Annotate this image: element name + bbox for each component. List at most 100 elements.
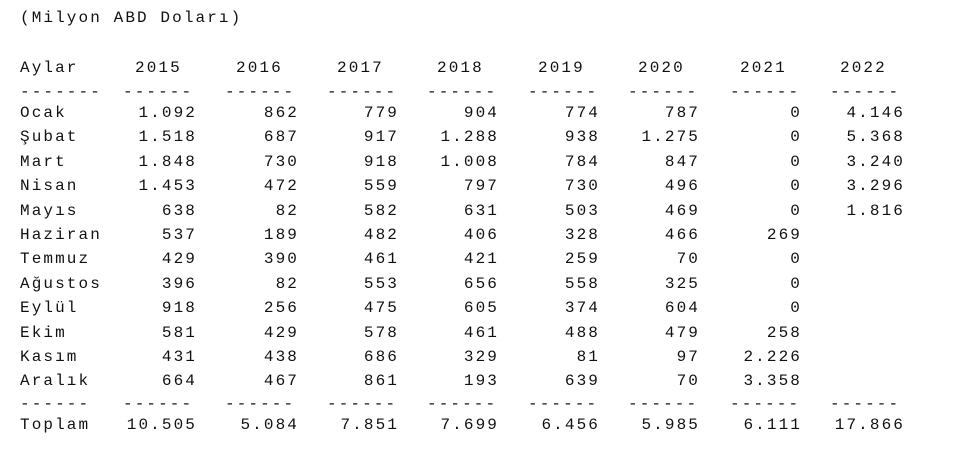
month-label: Mart (20, 152, 67, 171)
cell: 847 (664, 152, 700, 171)
cell: 5.368 (846, 128, 905, 147)
cell: 82 (275, 201, 299, 220)
separator: ------ (20, 395, 91, 413)
cell: 325 (664, 274, 700, 293)
cell: 475 (363, 299, 399, 318)
cell: 421 (463, 250, 499, 269)
month-label: Haziran (20, 226, 102, 244)
cell: 503 (564, 201, 600, 220)
cell: 1.092 (138, 104, 197, 122)
cell: 558 (564, 274, 600, 293)
cell: 81 (576, 348, 600, 366)
cell: 0 (790, 201, 802, 220)
cell: 797 (463, 177, 499, 196)
cell: 774 (564, 104, 600, 122)
cell: 0 (790, 104, 802, 122)
caption: (Milyon ABD Doları) (20, 9, 243, 27)
cell: 918 (363, 152, 399, 171)
month-label: Ağustos (20, 274, 102, 293)
cell: 269 (766, 226, 802, 244)
total-cell: 7.851 (340, 416, 399, 434)
column-header: 2016 (236, 59, 283, 77)
cell: 0 (790, 152, 802, 171)
cell: 938 (564, 128, 600, 147)
cell: 438 (263, 348, 299, 366)
separator: ------ (628, 395, 699, 413)
cell: 461 (463, 323, 499, 342)
total-cell: 5.985 (641, 416, 700, 434)
month-label: Şubat (20, 128, 79, 147)
cell: 1.848 (138, 152, 197, 171)
cell: 469 (664, 201, 700, 220)
column-header: Aylar (20, 59, 79, 77)
cell: 639 (564, 372, 600, 391)
cell: 70 (676, 250, 700, 269)
separator: ------ (225, 395, 296, 413)
cell: 0 (790, 299, 802, 318)
cell: 390 (263, 250, 299, 269)
cell: 1.275 (641, 128, 700, 147)
separator: ------ (730, 395, 801, 413)
cell: 472 (263, 177, 299, 196)
cell: 1.518 (138, 128, 197, 147)
month-label: Temmuz (20, 250, 91, 269)
cell: 664 (161, 372, 197, 391)
cell: 582 (363, 201, 399, 220)
cell: 256 (263, 299, 299, 318)
cell: 604 (664, 299, 700, 318)
total-cell: 7.699 (440, 416, 499, 434)
column-header: 2017 (337, 59, 384, 77)
cell: 917 (363, 128, 399, 147)
cell: 687 (263, 128, 299, 147)
cell: 730 (564, 177, 600, 196)
cell: 482 (363, 226, 399, 244)
column-header: 2018 (437, 59, 484, 77)
cell: 3.240 (846, 152, 905, 171)
cell: 1.008 (440, 152, 499, 171)
cell: 329 (463, 348, 499, 366)
column-header: 2015 (135, 59, 182, 77)
column-header: 2019 (538, 59, 585, 77)
cell: 189 (263, 226, 299, 244)
cell: 553 (363, 274, 399, 293)
cell: 581 (161, 323, 197, 342)
cell: 1.816 (846, 201, 905, 220)
cell: 496 (664, 177, 700, 196)
cell: 467 (263, 372, 299, 391)
total-cell: 10.505 (126, 416, 197, 434)
month-label: Mayıs (20, 201, 79, 220)
cell: 0 (790, 250, 802, 269)
total-cell: 6.456 (541, 416, 600, 434)
separator: ------- (20, 83, 102, 101)
cell: 862 (263, 104, 299, 122)
cell: 406 (463, 226, 499, 244)
column-header: 2020 (638, 59, 685, 77)
cell: 328 (564, 226, 600, 244)
cell: 784 (564, 152, 600, 171)
cell: 488 (564, 323, 600, 342)
separator: ------ (830, 83, 901, 101)
separator: ------ (225, 83, 296, 101)
cell: 258 (766, 323, 802, 342)
cell: 918 (161, 299, 197, 318)
cell: 259 (564, 250, 600, 269)
separator: ------ (327, 395, 398, 413)
cell: 97 (676, 348, 700, 366)
cell: 3.296 (846, 177, 905, 196)
cell: 861 (363, 372, 399, 391)
separator: ------ (730, 83, 801, 101)
cell: 779 (363, 104, 399, 122)
total-cell: 5.084 (240, 416, 299, 434)
cell: 466 (664, 226, 700, 244)
month-label: Ocak (20, 104, 67, 122)
cell: 605 (463, 299, 499, 318)
cell: 70 (676, 372, 700, 391)
separator: ------ (830, 395, 901, 413)
cell: 686 (363, 348, 399, 366)
cell: 730 (263, 152, 299, 171)
cell: 578 (363, 323, 399, 342)
separator: ------ (528, 395, 599, 413)
cell: 559 (363, 177, 399, 196)
month-label: Aralık (20, 372, 91, 391)
